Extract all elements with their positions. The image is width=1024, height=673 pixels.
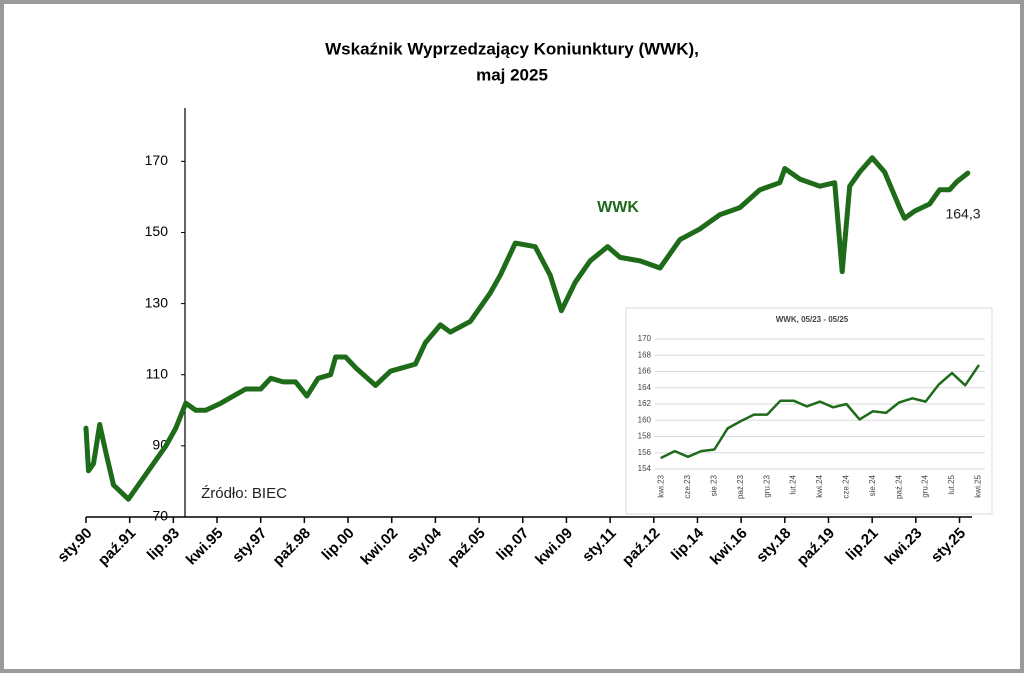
chart-subtitle: maj 2025 — [476, 65, 548, 84]
inset-x-tick-label: lut.24 — [789, 474, 798, 494]
data-line — [660, 364, 980, 459]
inset-y-tick-label: 168 — [638, 350, 652, 359]
y-tick-label: 130 — [145, 294, 169, 310]
inset-x-tick-label: sie.23 — [710, 474, 719, 496]
inset-x-tick-label: gru.24 — [921, 474, 930, 497]
inset-x-tick-label: gru.23 — [762, 474, 771, 497]
y-tick-label: 170 — [145, 152, 169, 168]
inset-x-tick-label: kwi.23 — [657, 474, 666, 497]
inset-x-tick-label: cze.24 — [842, 474, 851, 498]
chart-title: Wskaźnik Wyprzedzający Koniunktury (WWK)… — [325, 39, 699, 58]
inset-x-tick-label: sie.24 — [868, 474, 877, 496]
y-tick-label: 70 — [152, 508, 168, 524]
data-line — [83, 155, 971, 502]
inset-x-tick-label: paź.23 — [736, 474, 745, 499]
annotation: Źródło: BIEC — [201, 485, 287, 502]
inset-y-tick-label: 154 — [638, 464, 652, 473]
annotation: WWK — [597, 199, 639, 216]
inset-y-tick-label: 166 — [638, 367, 652, 376]
y-tick-label: 150 — [145, 223, 169, 239]
inset-x-tick-label: kwi.24 — [815, 474, 824, 497]
inset-title: WWK, 05/23 - 05/25 — [776, 315, 849, 324]
inset-y-tick-label: 160 — [638, 415, 652, 424]
inset-x-tick-label: lut.25 — [947, 474, 956, 494]
inset-y-tick-label: 156 — [638, 448, 652, 457]
inset-y-tick-label: 170 — [638, 334, 652, 343]
inset-y-tick-label: 164 — [638, 383, 652, 392]
y-tick-label: 110 — [146, 365, 169, 381]
annotation: 164,3 — [945, 206, 980, 222]
inset-x-tick-label: cze.23 — [683, 474, 692, 498]
inset-y-tick-label: 158 — [638, 432, 652, 441]
inset-y-tick-label: 162 — [638, 399, 652, 408]
inset-x-tick-label: kwi.25 — [974, 474, 983, 497]
inset-x-tick-label: paź.24 — [894, 474, 903, 499]
inset-frame — [625, 307, 993, 515]
